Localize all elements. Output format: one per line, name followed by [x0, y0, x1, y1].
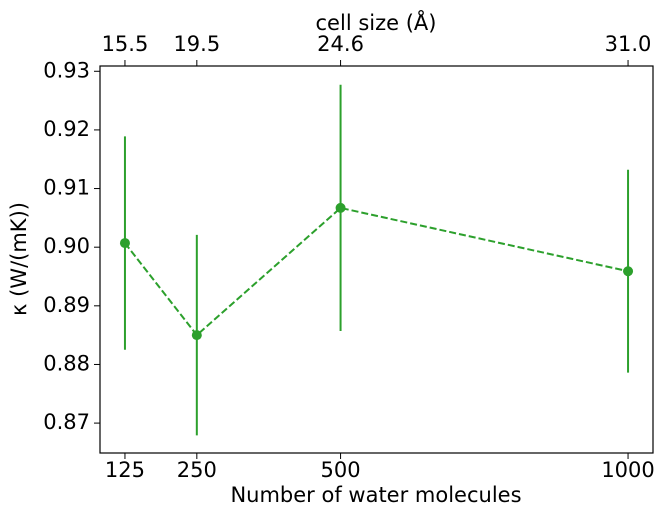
top-tick-label: 19.5	[173, 32, 220, 56]
top-axis-label: cell size (Å)	[316, 9, 437, 35]
y-tick-label: 0.89	[43, 293, 90, 317]
data-point	[623, 266, 634, 277]
y-tick-label: 0.87	[43, 410, 90, 434]
data-point	[119, 238, 130, 249]
data-line	[124, 206, 629, 337]
x-tick-label: 250	[177, 458, 217, 482]
x-tick-label: 125	[105, 458, 145, 482]
y-tick-label: 0.92	[43, 117, 90, 141]
data-point	[191, 330, 202, 341]
y-tick-label: 0.91	[43, 176, 90, 200]
data-point	[335, 202, 346, 213]
top-tick-label: 24.6	[317, 32, 364, 56]
y-axis-label: κ (W/(mK))	[7, 202, 31, 316]
x-axis-label: Number of water molecules	[230, 483, 521, 507]
y-tick-label: 0.88	[43, 351, 90, 375]
plot-frame	[99, 65, 654, 454]
y-tick-label: 0.93	[43, 58, 90, 82]
top-tick-label: 31.0	[605, 32, 652, 56]
y-tick-label: 0.90	[43, 234, 90, 258]
top-tick-label: 15.5	[102, 32, 149, 56]
x-tick-label: 500	[321, 458, 361, 482]
x-tick-label: 1000	[601, 458, 654, 482]
